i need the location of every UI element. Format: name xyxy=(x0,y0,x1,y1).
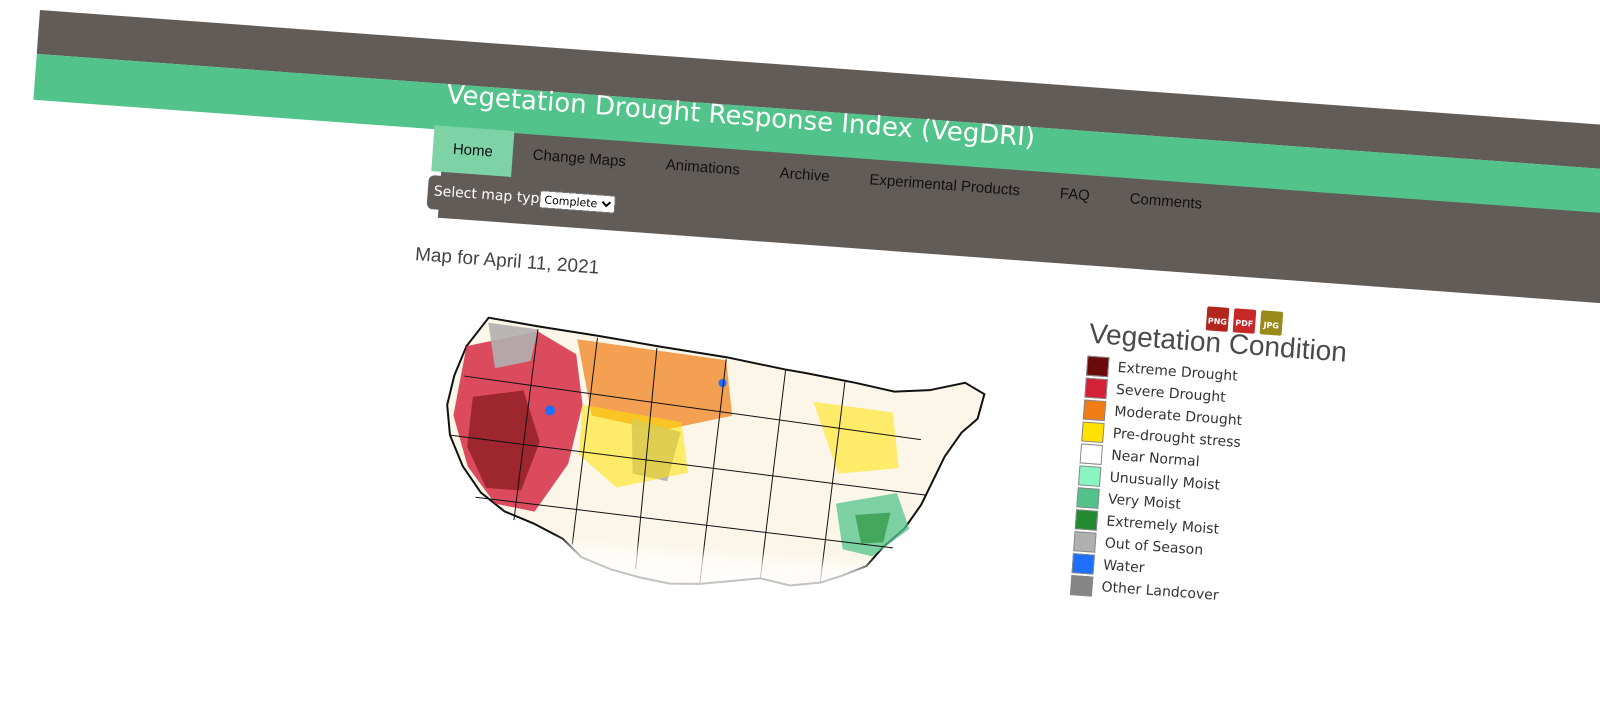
legend-label: Out of Season xyxy=(1104,535,1204,559)
nav-faq[interactable]: FAQ xyxy=(1059,185,1091,205)
legend-label: Near Normal xyxy=(1110,447,1201,471)
legend-swatch xyxy=(1079,443,1103,465)
legend-swatch xyxy=(1074,509,1099,531)
blurred-map-bottom xyxy=(406,532,1012,657)
southeast-extremely-moist-region xyxy=(855,512,891,544)
page: Vegetation Drought Response Index (VegDR… xyxy=(0,10,1600,726)
legend: Vegetation Condition Extreme Drought Seve… xyxy=(1069,318,1350,616)
legend-swatch xyxy=(1082,399,1107,422)
legend-label: Very Moist xyxy=(1107,491,1182,513)
legend-swatch xyxy=(1086,355,1110,378)
map-type-select[interactable]: Complete xyxy=(538,190,616,214)
legend-swatch xyxy=(1076,487,1100,509)
legend-swatch xyxy=(1077,465,1102,487)
nav-comments[interactable]: Comments xyxy=(1129,190,1203,213)
legend-label: Water xyxy=(1102,557,1146,577)
jpg-download-label: JPG xyxy=(1263,320,1280,331)
west-extreme-region xyxy=(467,390,540,491)
drought-map xyxy=(406,316,1012,657)
png-download-label: PNG xyxy=(1207,316,1228,327)
map-type-label: Select map type: xyxy=(433,183,554,209)
nav-animations[interactable]: Animations xyxy=(665,156,741,179)
legend-label: Other Landcover xyxy=(1100,579,1220,604)
legend-swatch xyxy=(1069,575,1094,597)
water-body-north xyxy=(718,378,727,387)
map-date-title: Map for April 11, 2021 xyxy=(414,244,600,279)
legend-swatch xyxy=(1081,421,1105,444)
legend-list: Extreme Drought Severe Drought Moderate Dr… xyxy=(1069,355,1347,614)
water-body-great-salt-lake xyxy=(545,405,556,416)
legend-swatch xyxy=(1071,553,1095,575)
nav-change-maps[interactable]: Change Maps xyxy=(532,146,627,171)
legend-swatch xyxy=(1084,377,1108,400)
pre-drought-region xyxy=(578,401,899,488)
state-borders xyxy=(449,329,927,584)
nav-home[interactable]: Home xyxy=(431,125,515,177)
legend-swatch xyxy=(1073,531,1097,553)
pdf-download-label: PDF xyxy=(1234,318,1254,329)
nav-archive[interactable]: Archive xyxy=(779,164,831,186)
